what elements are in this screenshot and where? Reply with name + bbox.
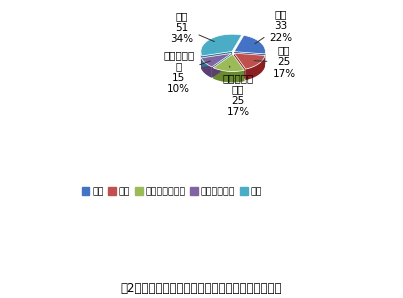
Polygon shape	[213, 54, 244, 72]
Polygon shape	[213, 68, 244, 83]
Polygon shape	[234, 35, 265, 54]
Legend: 水田, 畑地, 休耕田・放棄田, 宅地・工場等, 不明: 水田, 畑地, 休耕田・放棄田, 宅地・工場等, 不明	[78, 184, 266, 200]
Polygon shape	[212, 53, 231, 78]
Polygon shape	[213, 54, 233, 79]
Text: 不明
51
34%: 不明 51 34%	[170, 11, 214, 44]
Polygon shape	[201, 53, 231, 69]
Polygon shape	[201, 34, 242, 56]
Polygon shape	[233, 54, 244, 81]
Polygon shape	[234, 53, 246, 80]
Polygon shape	[201, 51, 202, 67]
Polygon shape	[234, 52, 265, 65]
Text: 休耕田・放
棄田
25
17%: 休耕田・放 棄田 25 17%	[222, 66, 253, 117]
Text: 畑地
25
17%: 畑地 25 17%	[254, 46, 295, 79]
Polygon shape	[202, 51, 232, 67]
Text: 宅地・工場
等
15
10%: 宅地・工場 等 15 10%	[163, 50, 210, 94]
Text: 図2　揚水水車が廃止された水田の現在の土地利用: 図2 揚水水車が廃止された水田の現在の土地利用	[121, 282, 282, 295]
Polygon shape	[201, 53, 231, 67]
Polygon shape	[234, 53, 265, 69]
Polygon shape	[234, 53, 265, 66]
Polygon shape	[246, 55, 265, 80]
Polygon shape	[201, 58, 212, 78]
Text: 水田
33
22%: 水田 33 22%	[255, 10, 292, 44]
